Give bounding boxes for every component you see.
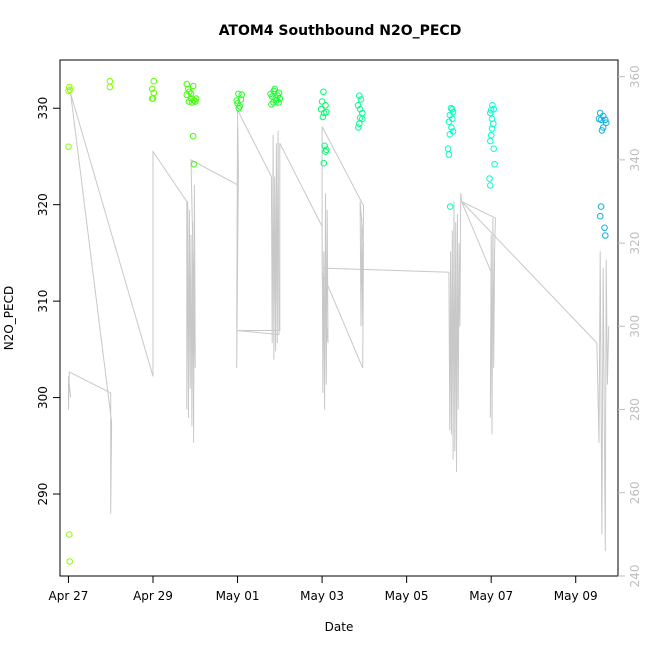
y2-tick-label: 320 bbox=[628, 232, 642, 255]
n2o-point bbox=[445, 151, 453, 158]
n2o-point bbox=[359, 115, 366, 123]
plot-frame bbox=[59, 59, 619, 577]
n2o-point bbox=[487, 182, 494, 189]
y-axis-label: N2O_PECD bbox=[2, 286, 16, 351]
y2-tick-label: 280 bbox=[628, 398, 642, 421]
n2o-point bbox=[444, 145, 452, 152]
n2o-point bbox=[357, 96, 365, 103]
n2o-point bbox=[275, 99, 282, 106]
n2o-point bbox=[106, 83, 114, 91]
n2o-point bbox=[187, 90, 195, 98]
n2o-point bbox=[447, 104, 455, 112]
n2o-point bbox=[235, 90, 242, 98]
n2o-point bbox=[354, 102, 362, 109]
n2o-point bbox=[189, 82, 197, 90]
n2o-point bbox=[66, 531, 73, 538]
n2o-point bbox=[190, 160, 198, 168]
x-tick-label: May 07 bbox=[469, 589, 513, 603]
n2o-point bbox=[183, 91, 191, 98]
n2o-point bbox=[150, 77, 158, 85]
n2o-point bbox=[190, 97, 198, 104]
y-tick-label: 290 bbox=[36, 483, 50, 506]
y-tick-label: 330 bbox=[36, 97, 50, 120]
y2-tick-label: 260 bbox=[628, 481, 642, 504]
x-tick-label: May 01 bbox=[216, 589, 260, 603]
n2o-point bbox=[490, 105, 498, 113]
n2o-point bbox=[601, 224, 608, 232]
n2o-point bbox=[268, 101, 275, 108]
n2o-point bbox=[66, 86, 74, 94]
n2o-point bbox=[490, 120, 497, 127]
n2o-point bbox=[322, 148, 329, 155]
n2o-point bbox=[320, 88, 327, 96]
n2o-point bbox=[65, 143, 72, 151]
axes-layer: Apr 27 Apr 29 May 01 May 03 May 05 May 07 May … bbox=[36, 65, 642, 603]
n2o-point bbox=[448, 124, 455, 131]
altitude-line-layer bbox=[68, 93, 610, 552]
n2o-point bbox=[598, 127, 606, 134]
n2o-point bbox=[487, 109, 494, 117]
n2o-point bbox=[271, 85, 279, 93]
x-tick-label: May 09 bbox=[554, 589, 598, 603]
y2-tick-label: 300 bbox=[628, 315, 642, 338]
n2o-point bbox=[595, 115, 603, 123]
n2o-point bbox=[322, 102, 329, 109]
n2o-point bbox=[276, 95, 284, 102]
n2o-point bbox=[189, 99, 196, 106]
n2o-point bbox=[192, 98, 199, 105]
n2o-point bbox=[183, 80, 191, 88]
n2o-point bbox=[237, 96, 245, 103]
x-tick-label: Apr 27 bbox=[49, 589, 89, 603]
n2o-point bbox=[356, 92, 363, 99]
n2o-point bbox=[487, 137, 494, 145]
n2o-point bbox=[235, 104, 243, 112]
n2o-point bbox=[446, 131, 454, 138]
n2o-point bbox=[66, 558, 73, 565]
n2o-point bbox=[192, 95, 200, 102]
n2o-point bbox=[356, 120, 363, 127]
n2o-point bbox=[106, 77, 114, 85]
n2o-point bbox=[148, 95, 156, 102]
y2-tick-label: 240 bbox=[628, 565, 642, 588]
n2o-point bbox=[488, 125, 496, 132]
altitude-line bbox=[68, 93, 610, 552]
x-tick-label: May 05 bbox=[385, 589, 429, 603]
n2o-point bbox=[449, 105, 456, 113]
n2o-point bbox=[355, 124, 362, 131]
y-tick-label: 300 bbox=[36, 386, 50, 409]
y-tick-label: 310 bbox=[36, 290, 50, 313]
n2o-point bbox=[233, 97, 240, 104]
x-tick-label: Apr 29 bbox=[133, 589, 173, 603]
n2o-point bbox=[323, 108, 330, 116]
n2o-points-layer bbox=[65, 77, 610, 565]
n2o-point bbox=[602, 116, 609, 124]
y2-tick-label: 360 bbox=[628, 65, 642, 88]
n2o-point bbox=[486, 175, 493, 182]
x-tick-label: May 03 bbox=[300, 589, 344, 603]
n2o-point bbox=[445, 118, 453, 125]
n2o-point bbox=[189, 132, 197, 140]
n2o-point bbox=[491, 160, 498, 168]
n2o-point bbox=[490, 145, 498, 152]
n2o-point bbox=[597, 203, 605, 210]
n2o-point bbox=[446, 203, 454, 210]
n2o-point bbox=[602, 232, 609, 239]
n2o-point bbox=[66, 83, 73, 91]
n2o-point bbox=[596, 212, 604, 220]
n2o-point bbox=[238, 91, 246, 98]
n2o-point bbox=[320, 159, 328, 167]
n2o-point bbox=[319, 113, 327, 121]
x-axis-label: Date bbox=[325, 620, 354, 634]
chart-title: ATOM4 Southbound N2O_PECD bbox=[219, 23, 462, 39]
n2o-point bbox=[148, 85, 156, 93]
n2o-point bbox=[318, 98, 326, 105]
n2o-point bbox=[65, 87, 72, 95]
n2o-point bbox=[487, 131, 495, 139]
n2o-point bbox=[602, 119, 610, 126]
y-tick-label: 320 bbox=[36, 193, 50, 216]
y2-tick-label: 340 bbox=[628, 148, 642, 171]
